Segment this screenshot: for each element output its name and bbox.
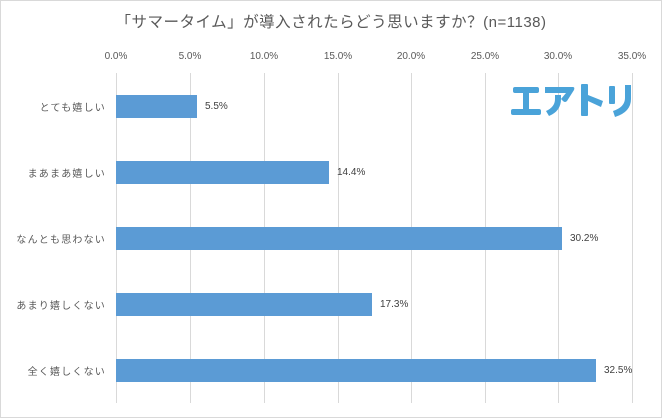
bar <box>116 227 562 250</box>
gridline <box>632 73 633 403</box>
x-tick-label: 30.0% <box>543 51 573 62</box>
chart-title-sample-size: (n=1138) <box>483 14 547 31</box>
x-tick-label: 0.0% <box>104 51 128 62</box>
bar <box>116 95 197 118</box>
data-label: 5.5% <box>205 101 228 112</box>
airtrip-logo-icon <box>511 84 631 117</box>
data-label: 30.2% <box>570 233 599 244</box>
x-tick-label: 10.0% <box>249 51 279 62</box>
bar <box>116 293 372 316</box>
data-label: 14.4% <box>337 167 366 178</box>
category-label: 全く嬉しくない <box>27 367 106 378</box>
bar <box>116 359 596 382</box>
x-tick-label: 20.0% <box>396 51 426 62</box>
x-tick-label: 25.0% <box>470 51 500 62</box>
category-label: とても嬉しい <box>39 103 106 114</box>
chart-title: 「サマータイム」が導入されたらどう思いますか？(n=1138) <box>0 10 662 32</box>
category-label: あまり嬉しくない <box>16 301 106 312</box>
category-label: なんとも思わない <box>16 235 106 246</box>
category-label: まあまあ嬉しい <box>27 169 106 180</box>
data-label: 17.3% <box>380 299 409 310</box>
chart-title-main: 「サマータイム」が導入されたらどう思いますか？ <box>115 13 484 31</box>
x-tick-label: 35.0% <box>617 51 647 62</box>
data-label: 32.5% <box>604 365 633 376</box>
x-tick-label: 5.0% <box>178 51 202 62</box>
bar <box>116 161 329 184</box>
x-tick-label: 15.0% <box>323 51 353 62</box>
